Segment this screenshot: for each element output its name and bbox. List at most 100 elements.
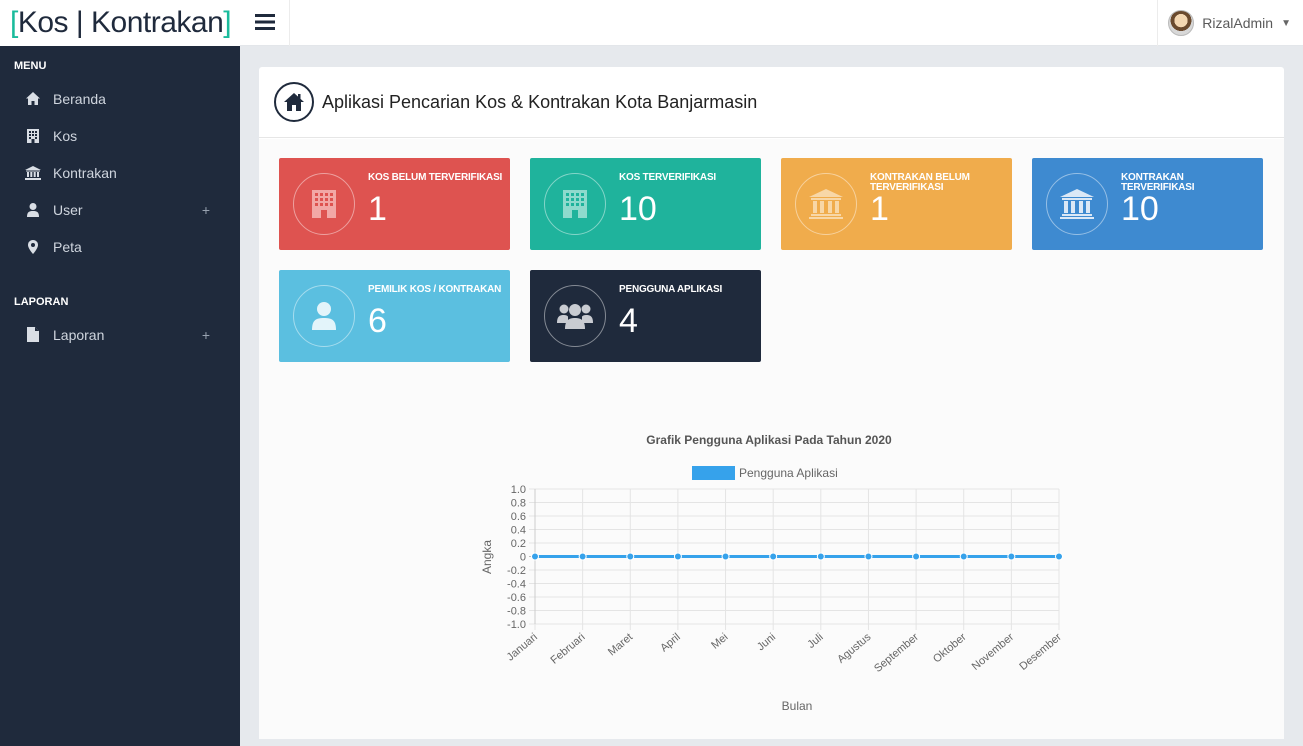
stat-card-pengguna-aplikasi[interactable]: PENGGUNA APLIKASI 4 xyxy=(530,270,761,362)
user-icon xyxy=(24,202,42,217)
sidebar-item-kos[interactable]: Kos xyxy=(0,117,240,154)
caret-down-icon: ▼ xyxy=(1281,17,1291,29)
x-tick-label: Februari xyxy=(548,631,587,667)
page-title: Aplikasi Pencarian Kos & Kontrakan Kota … xyxy=(322,91,758,112)
home-icon xyxy=(24,92,42,105)
stat-card-label: KONTRAKAN BELUM TERVERIFIKASI xyxy=(870,172,970,193)
legend-swatch[interactable] xyxy=(692,466,735,480)
data-point[interactable] xyxy=(1055,552,1063,561)
sidebar-section-menu: MENU xyxy=(14,60,47,72)
file-icon xyxy=(24,327,42,342)
stat-card-label: KOS BELUM TERVERIFIKASI xyxy=(368,172,503,183)
stat-card-label: PENGGUNA APLIKASI xyxy=(619,284,723,295)
sidebar-item-peta[interactable]: Peta xyxy=(0,228,240,265)
chart-title: Grafik Pengguna Aplikasi Pada Tahun 2020 xyxy=(646,433,892,447)
sidebar-item-user[interactable]: User + xyxy=(0,191,240,228)
map-marker-icon xyxy=(24,239,42,254)
data-point[interactable] xyxy=(864,552,873,561)
y-tick-label: -0.2 xyxy=(507,565,526,577)
bank-icon xyxy=(1046,173,1108,235)
stat-card-value: 10 xyxy=(1121,190,1159,228)
menu-toggle-button[interactable] xyxy=(240,0,290,46)
stat-card-kontrakan-belum-terverifikasi[interactable]: KONTRAKAN BELUM TERVERIFIKASI 1 xyxy=(781,158,1012,250)
y-tick-label: -0.6 xyxy=(507,592,526,604)
y-tick-label: 1.0 xyxy=(511,484,526,496)
data-point[interactable] xyxy=(578,552,587,561)
x-tick-label: Desember xyxy=(1017,631,1064,673)
sidebar-item-label: Peta xyxy=(53,238,82,255)
users-line-chart: Grafik Pengguna Aplikasi Pada Tahun 2020… xyxy=(259,139,1284,739)
dashboard-panel: Aplikasi Pencarian Kos & Kontrakan Kota … xyxy=(259,67,1284,739)
x-tick-label: April xyxy=(658,631,683,654)
stat-card-label: PEMILIK KOS / KONTRAKAN xyxy=(368,284,502,295)
stat-card-value: 4 xyxy=(619,302,638,340)
data-point[interactable] xyxy=(673,552,682,561)
y-tick-label: 0.4 xyxy=(511,525,526,537)
brand-bracket-open: [ xyxy=(10,6,18,39)
sidebar: MENU Beranda Kos Kontrakan User + Peta L… xyxy=(0,46,240,746)
y-axis-label: Angka xyxy=(480,540,494,574)
data-point[interactable] xyxy=(959,552,968,561)
stat-card-value: 1 xyxy=(870,190,889,228)
user-name: RizalAdmin xyxy=(1202,15,1274,31)
building-icon xyxy=(24,128,42,143)
brand-logo[interactable]: [ Kos | Kontrakan ] xyxy=(0,0,240,46)
y-tick-label: -1.0 xyxy=(507,619,526,631)
legend-label[interactable]: Pengguna Aplikasi xyxy=(739,466,838,480)
bank-icon xyxy=(795,173,857,235)
stat-card-kontrakan-terverifikasi[interactable]: KONTRAKAN TERVERIFIKASI 10 xyxy=(1032,158,1263,250)
x-axis-label: Bulan xyxy=(782,699,813,713)
bank-icon xyxy=(24,165,42,180)
panel-body: KOS BELUM TERVERIFIKASI 1 KOS TERVERIFIK… xyxy=(259,139,1284,739)
expand-plus-icon[interactable]: + xyxy=(201,326,210,343)
x-tick-label: Juni xyxy=(755,631,778,653)
stat-card-kos-terverifikasi[interactable]: KOS TERVERIFIKASI 10 xyxy=(530,158,761,250)
sidebar-item-laporan[interactable]: Laporan + xyxy=(0,316,240,353)
data-point[interactable] xyxy=(721,552,730,561)
stat-card-label: KONTRAKAN TERVERIFIKASI xyxy=(1121,172,1195,193)
expand-plus-icon[interactable]: + xyxy=(201,201,210,218)
sidebar-item-label: Beranda xyxy=(53,90,106,107)
stat-card-kos-belum-terverifikasi[interactable]: KOS BELUM TERVERIFIKASI 1 xyxy=(279,158,510,250)
data-point[interactable] xyxy=(912,552,921,561)
x-tick-label: Januari xyxy=(505,631,540,663)
data-point[interactable] xyxy=(626,552,635,561)
building-icon xyxy=(293,173,355,235)
sidebar-item-label: Kos xyxy=(53,127,78,144)
x-tick-label: Agustus xyxy=(835,631,874,666)
sidebar-item-label: Laporan xyxy=(53,326,105,343)
stat-card-value: 6 xyxy=(368,302,387,340)
brand-bracket-close: ] xyxy=(223,6,232,39)
x-tick-label: Oktober xyxy=(931,631,969,666)
x-tick-label: Maret xyxy=(606,631,635,658)
data-point[interactable] xyxy=(1007,552,1016,561)
top-navbar: [ Kos | Kontrakan ] RizalAdmin ▼ xyxy=(0,0,1303,46)
chart-svg: Grafik Pengguna Aplikasi Pada Tahun 2020… xyxy=(480,433,1064,713)
stat-card-pemilik[interactable]: PEMILIK KOS / KONTRAKAN 6 xyxy=(279,270,510,362)
x-tick-label: Mei xyxy=(709,631,730,652)
x-tick-label: September xyxy=(872,631,921,675)
sidebar-section-laporan: LAPORAN xyxy=(14,296,69,308)
sidebar-item-beranda[interactable]: Beranda xyxy=(0,80,240,117)
users-icon xyxy=(544,285,606,347)
y-tick-label: -0.8 xyxy=(507,606,526,618)
x-tick-label: Juli xyxy=(805,631,825,651)
user-menu-dropdown[interactable]: RizalAdmin ▼ xyxy=(1157,0,1303,46)
building-icon xyxy=(544,173,606,235)
data-point[interactable] xyxy=(769,552,778,561)
stat-card-value: 10 xyxy=(619,190,657,228)
data-point[interactable] xyxy=(816,552,825,561)
data-point[interactable] xyxy=(531,552,539,561)
hamburger-icon xyxy=(254,9,275,37)
user-icon xyxy=(293,285,355,347)
y-tick-label: 0.8 xyxy=(511,498,526,510)
sidebar-item-kontrakan[interactable]: Kontrakan xyxy=(0,154,240,191)
brand-name: Kos | Kontrakan xyxy=(17,6,224,39)
avatar xyxy=(1168,10,1195,36)
panel-header: Aplikasi Pencarian Kos & Kontrakan Kota … xyxy=(259,67,1284,138)
home-icon xyxy=(274,82,314,122)
y-tick-label: -0.4 xyxy=(507,579,526,591)
y-tick-label: 0.2 xyxy=(511,538,526,550)
stat-card-value: 1 xyxy=(368,190,387,228)
sidebar-item-label: Kontrakan xyxy=(53,164,117,181)
